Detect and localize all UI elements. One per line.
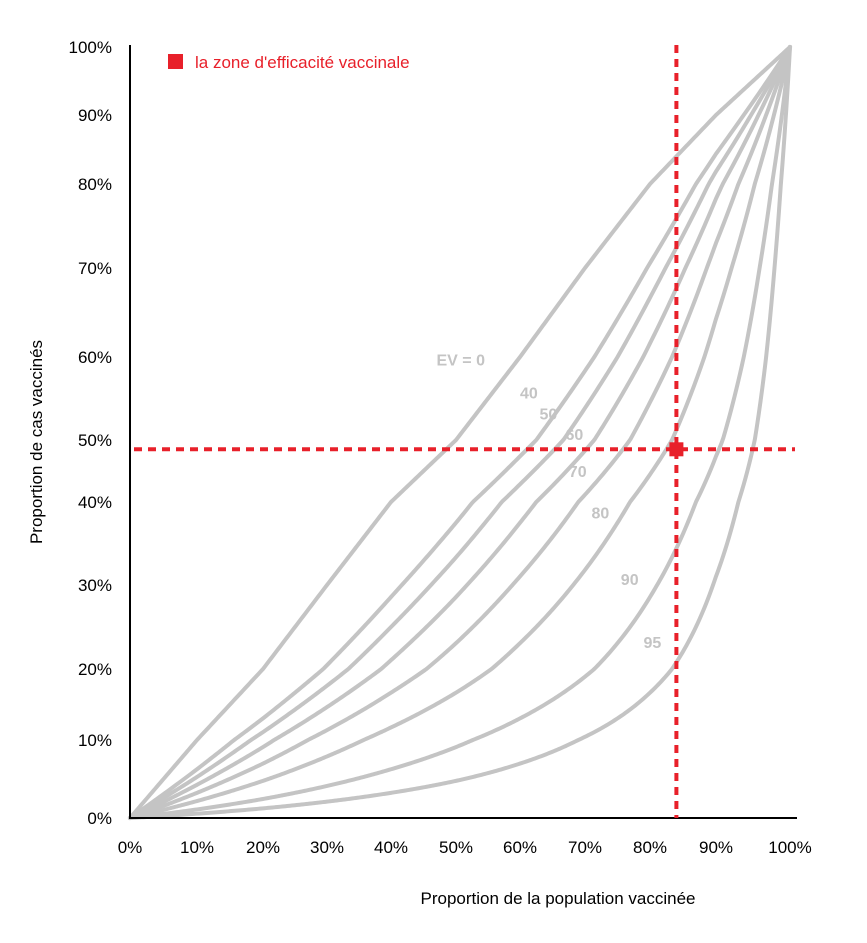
x-tick-label: 70% bbox=[568, 838, 602, 857]
curve-label-70: 70 bbox=[569, 464, 587, 481]
legend-label: la zone d'efficacité vaccinale bbox=[195, 53, 410, 72]
curve-label-95: 95 bbox=[644, 635, 662, 652]
y-tick-label: 20% bbox=[78, 660, 112, 679]
curve-ve-90 bbox=[128, 45, 792, 820]
curve-ve-70 bbox=[128, 45, 792, 820]
x-tick-label: 80% bbox=[633, 838, 667, 857]
curve-label-90: 90 bbox=[621, 572, 639, 589]
x-tick-label: 40% bbox=[374, 838, 408, 857]
curve-ve-80 bbox=[128, 45, 792, 820]
legend: la zone d'efficacité vaccinale bbox=[168, 53, 410, 72]
x-tick-label: 60% bbox=[503, 838, 537, 857]
curve-label-60: 60 bbox=[566, 427, 584, 444]
x-tick-label: 0% bbox=[118, 838, 143, 857]
curve-label-40: 40 bbox=[520, 386, 538, 403]
curve-ve-40 bbox=[128, 45, 792, 820]
curve-label-0: EV = 0 bbox=[437, 352, 486, 369]
curves-group bbox=[128, 45, 792, 820]
x-tick-label: 100% bbox=[768, 838, 811, 857]
y-tick-label: 40% bbox=[78, 493, 112, 512]
x-tick-label: 50% bbox=[439, 838, 473, 857]
y-tick-label: 70% bbox=[78, 259, 112, 278]
y-tick-label: 100% bbox=[69, 38, 112, 57]
x-tick-label: 30% bbox=[310, 838, 344, 857]
reference-lines-group bbox=[134, 45, 795, 818]
x-tick-label: 20% bbox=[246, 838, 280, 857]
curve-ve-0 bbox=[128, 45, 792, 820]
axes-group: 0% 10% 20% 30% 40% 50% 60% 70% 80% 90% 100% 0% 10% 20… bbox=[69, 38, 812, 857]
curve-ve-50 bbox=[128, 45, 792, 820]
curve-ve-95 bbox=[128, 45, 792, 820]
y-tick-label: 10% bbox=[78, 731, 112, 750]
y-tick-label: 90% bbox=[78, 106, 112, 125]
curve-label-80: 80 bbox=[592, 506, 610, 523]
y-tick-label: 0% bbox=[87, 809, 112, 828]
y-tick-label: 30% bbox=[78, 576, 112, 595]
x-axis-title: Proportion de la population vaccinée bbox=[420, 889, 695, 908]
reference-point-marker bbox=[669, 442, 684, 457]
curve-ve-60 bbox=[128, 45, 792, 820]
y-tick-label: 80% bbox=[78, 175, 112, 194]
x-tick-label: 10% bbox=[180, 838, 214, 857]
legend-swatch bbox=[168, 54, 183, 69]
curve-label-50: 50 bbox=[540, 406, 558, 423]
y-tick-label: 60% bbox=[78, 348, 112, 367]
x-tick-label: 90% bbox=[699, 838, 733, 857]
y-tick-label: 50% bbox=[78, 431, 112, 450]
y-axis-title: Proportion de cas vaccinés bbox=[27, 340, 46, 544]
